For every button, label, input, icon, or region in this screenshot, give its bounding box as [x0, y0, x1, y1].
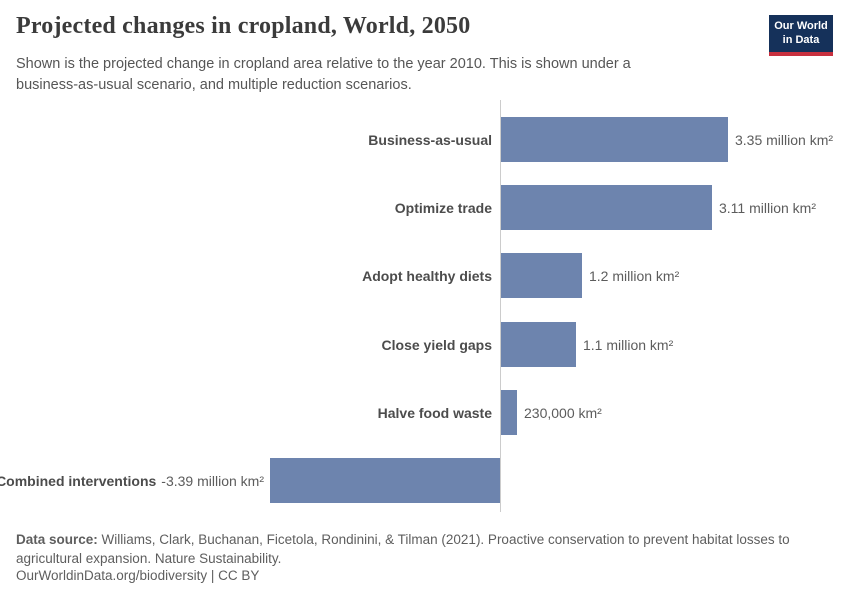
bar-value-label: 3.35 million km² [735, 131, 834, 148]
data-source-note: Data source: Williams, Clark, Buchanan, … [16, 531, 836, 568]
bar-optimize-trade[interactable] [501, 185, 712, 230]
bar-label: Combined interventions -3.39 million km² [0, 458, 264, 503]
bar-business-as-usual[interactable] [501, 117, 728, 162]
bar-halve-food-waste[interactable] [501, 390, 517, 435]
bar-value-label: 230,000 km² [524, 404, 602, 421]
license-link[interactable]: CC BY [218, 568, 260, 583]
bar-value-label: 1.2 million km² [589, 267, 680, 284]
owid-logo[interactable]: Our World in Data [769, 15, 833, 56]
bar-combined-interventions[interactable] [270, 458, 500, 503]
bar-label: Optimize trade [394, 199, 492, 216]
zero-axis-line [500, 100, 501, 512]
owid-logo-line1: Our World [774, 20, 828, 33]
bar-label-text: Combined interventions [0, 472, 157, 489]
footer-separator: | [207, 568, 219, 583]
bar-label: Halve food waste [377, 404, 492, 421]
owid-logo-line2: in Data [782, 33, 820, 46]
bar-label: Business-as-usual [368, 131, 492, 148]
page-title: Projected changes in cropland, World, 20… [16, 13, 471, 39]
owid-url-link[interactable]: OurWorldinData.org/biodiversity [16, 568, 208, 583]
chart-subtitle: Shown is the projected change in croplan… [16, 56, 631, 93]
bar-label: Adopt healthy diets [362, 267, 492, 284]
data-source-label: Data source: [16, 532, 98, 547]
bar-value-label: 1.1 million km² [583, 336, 674, 353]
bar-adopt-healthy-diets[interactable] [501, 253, 582, 298]
bar-value-label: -3.39 million km² [161, 472, 264, 489]
bar-close-yield-gaps[interactable] [501, 322, 576, 367]
bar-value-label: 3.11 million km² [719, 199, 816, 216]
data-source-text: Williams, Clark, Buchanan, Ficetola, Ron… [16, 532, 790, 566]
footer-link-line: OurWorldinData.org/biodiversity | CC BY [16, 568, 259, 583]
bar-label: Close yield gaps [381, 336, 492, 353]
